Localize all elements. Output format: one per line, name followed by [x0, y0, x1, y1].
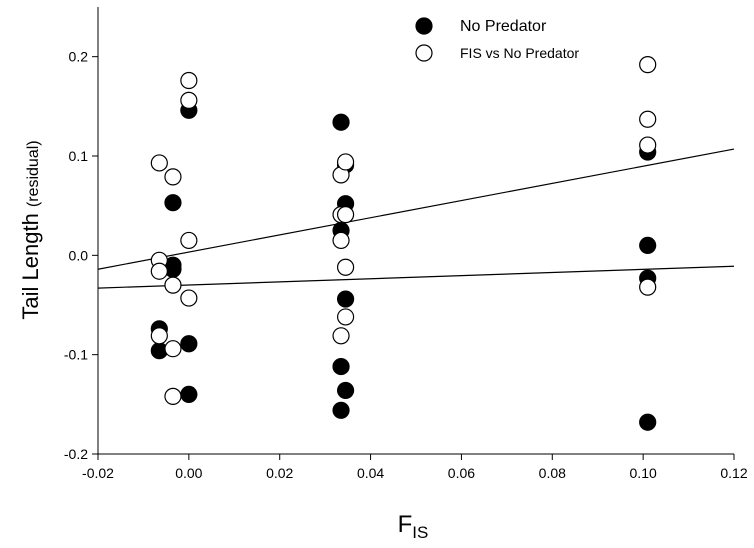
- data-points: [150, 56, 657, 431]
- y-tick-label: -0.1: [64, 347, 88, 363]
- point-fis-vs-no-predator: [180, 231, 198, 250]
- legend-marker-no-predator: [415, 17, 433, 35]
- point-fis-vs-no-predator: [164, 340, 182, 358]
- y-tick-label: 0.1: [69, 148, 89, 164]
- x-tick-label: 0.12: [720, 465, 747, 481]
- point-fis-vs-no-predator: [150, 154, 168, 172]
- point-no-predator: [332, 357, 350, 376]
- point-fis-vs-no-predator: [639, 56, 657, 74]
- legend-marker-fis-vs-no-predator: [415, 44, 433, 62]
- y-tick-label: 0.2: [69, 49, 89, 65]
- point-fis-vs-no-predator: [150, 262, 168, 280]
- x-tick-label: 0.02: [266, 465, 293, 481]
- trendlines: [97, 148, 735, 289]
- point-fis-vs-no-predator: [164, 168, 182, 186]
- point-no-predator: [336, 290, 355, 308]
- point-fis-vs-no-predator: [164, 276, 182, 294]
- y-tick-label: -0.2: [64, 446, 88, 462]
- point-fis-vs-no-predator: [180, 71, 198, 90]
- point-no-predator: [180, 385, 198, 403]
- axes: -0.02 0.00 0.02 0.04 0.06 0.08 0.10 0.12 -0.2 -0.…: [64, 7, 748, 481]
- x-tick-label: 0.04: [357, 465, 384, 481]
- trendline-fis-vs-no-predator: [97, 148, 735, 270]
- legend-label-no-predator: No Predator: [460, 18, 547, 35]
- point-fis-vs-no-predator: [164, 387, 182, 405]
- point-no-predator: [164, 194, 182, 212]
- point-no-predator: [180, 335, 198, 353]
- axis-titles: FIS Tail Length (residual): [18, 140, 428, 542]
- point-fis-vs-no-predator: [336, 206, 355, 224]
- point-fis-vs-no-predator: [336, 258, 355, 276]
- x-tick-label: 0.06: [448, 465, 475, 481]
- point-fis-vs-no-predator: [180, 289, 198, 307]
- point-no-predator: [639, 413, 657, 431]
- point-fis-vs-no-predator: [336, 308, 355, 326]
- point-fis-vs-no-predator: [332, 327, 350, 345]
- point-no-predator: [639, 236, 657, 254]
- point-no-predator: [332, 401, 350, 419]
- legend: No Predator FIS vs No Predator: [415, 17, 579, 62]
- point-no-predator: [332, 113, 350, 131]
- y-axis-title: Tail Length (residual): [18, 140, 43, 319]
- point-fis-vs-no-predator: [639, 110, 657, 128]
- x-tick-label: -0.02: [82, 465, 114, 481]
- point-no-predator: [336, 381, 355, 400]
- x-tick-label: 0.10: [630, 465, 657, 481]
- trendline-no-predator: [97, 265, 735, 289]
- x-tick-label: 0.08: [539, 465, 566, 481]
- point-fis-vs-no-predator: [639, 136, 657, 154]
- y-tick-label: 0.0: [69, 247, 89, 263]
- point-fis-vs-no-predator: [180, 91, 198, 109]
- point-fis-vs-no-predator: [336, 153, 355, 171]
- legend-label-fis-vs-no-predator: FIS vs No Predator: [460, 45, 579, 61]
- point-fis-vs-no-predator: [332, 231, 350, 250]
- point-fis-vs-no-predator: [150, 327, 168, 345]
- x-axis-title: FIS: [398, 511, 429, 542]
- point-fis-vs-no-predator: [639, 278, 657, 296]
- x-tick-label: 0.00: [175, 465, 202, 481]
